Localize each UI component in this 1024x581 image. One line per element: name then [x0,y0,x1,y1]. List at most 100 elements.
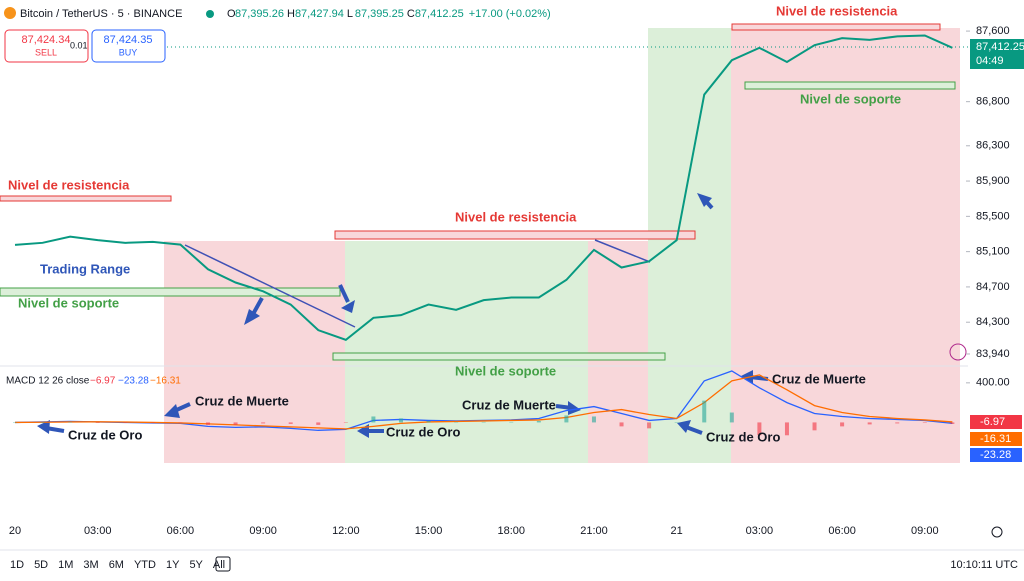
x-tick-label: 21 [671,525,683,537]
ohlc-value: 87,427.94 [295,8,344,20]
y-tick-label: 84,700 [976,281,1010,293]
sell-button[interactable] [4,29,89,63]
level-box [0,287,341,297]
range-button[interactable]: 6M [109,559,124,571]
spread: 0.01 [70,40,88,50]
sell-price: 87,424.34 [22,34,71,46]
value-box [970,432,1022,446]
level-box [0,195,172,202]
y-tick-label: 85,500 [976,210,1010,222]
histogram-bar [454,421,459,423]
annotation: Nivel de soporte [18,295,119,310]
range-button[interactable]: 3M [83,559,98,571]
ohlc-label: L [347,8,353,20]
range-button[interactable]: 5D [34,559,48,571]
zone [588,241,648,463]
histogram-bar [150,422,155,423]
sell-label: SELL [35,47,57,57]
histogram-bar [784,422,789,436]
histogram-bar [757,422,762,436]
histogram-bar [481,421,486,423]
calendar-icon[interactable] [215,556,231,572]
ohlc-value: 87,395.25 [355,8,404,20]
range-button[interactable]: YTD [134,559,156,571]
ohlc-label: O [227,8,236,20]
x-tick-label: 06:00 [167,525,195,537]
level-box [744,81,956,90]
y-tick-label: 84,300 [976,316,1010,328]
histogram-bar [343,422,348,423]
range-button[interactable]: 1Y [166,559,180,571]
histogram-bar [123,422,128,423]
histogram-bar [536,420,541,423]
macd-legend-value: −23.28 [118,376,149,387]
annotation: Cruz de Muerte [462,397,556,412]
histogram-bar [702,400,707,423]
range-button[interactable]: 1D [10,559,24,571]
annotation: Nivel de resistencia [8,177,130,192]
macd-title: MACD 12 26 close [6,376,90,387]
histogram-bar [316,422,321,425]
histogram-bar [867,422,872,425]
alert-icon[interactable] [949,343,967,361]
macd-legend-value: −6.97 [90,376,116,387]
histogram-bar [426,420,431,423]
histogram-bar [591,416,596,423]
histogram-bar [288,422,293,424]
change: +17.00 (+0.02%) [469,8,551,20]
symbol: Bitcoin / TetherUS · 5 · BINANCE [20,8,182,20]
ohlc-value: 87,412.25 [415,8,464,20]
annotation: Nivel de soporte [455,363,556,378]
histogram-bar [950,422,955,424]
histogram-bar [68,421,73,423]
price-tag-value: 87,412.25 [976,41,1024,53]
histogram-bar [261,422,266,424]
zone [648,28,731,463]
histogram-bar [205,422,210,425]
annotation: Trading Range [40,261,130,276]
annotation: Cruz de Muerte [772,371,866,386]
last-value: -23.28 [980,449,1011,461]
histogram-bar [233,422,238,425]
level-box [334,230,696,240]
histogram-bar [647,422,652,429]
buy-button[interactable] [91,29,166,63]
histogram-bar [371,416,376,423]
range-button[interactable]: All [213,559,225,571]
countdown: 04:49 [976,55,1004,67]
histogram-bar [95,422,100,423]
arrows [37,193,769,438]
histogram-bar [895,422,900,424]
histogram-bar [13,422,17,423]
last-value: -6.97 [980,416,1005,428]
ohlc-label: H [287,8,295,20]
histogram-bar [729,412,734,423]
value-box [970,415,1022,429]
histogram-bar [564,415,569,423]
annotation: Nivel de resistencia [776,3,898,18]
buy-label: BUY [119,47,138,57]
settings-icon[interactable] [991,526,1003,538]
coin-icon [4,7,16,19]
annotation: Cruz de Oro [68,427,142,442]
level-box [731,23,941,31]
y-tick-label: 87,600 [976,25,1010,37]
range-button[interactable]: 5Y [189,559,203,571]
annotation: Cruz de Oro [386,424,460,439]
y-tick-label: 86,300 [976,140,1010,152]
histogram-bar [509,421,514,423]
trend-line [594,239,651,263]
histogram-bar [812,422,817,431]
value-box [970,448,1022,462]
range-button[interactable]: 1M [58,559,73,571]
annotation: Nivel de resistencia [455,209,577,224]
histogram-bar [674,422,679,423]
macd-legend-value: −16.31 [150,376,181,387]
x-tick-label: 03:00 [84,525,112,537]
y-tick-label: 83,940 [976,348,1010,360]
histogram-bar [178,422,183,423]
histogram-bar [922,422,927,423]
price-tag [970,39,1024,69]
histogram-bar [619,422,624,427]
